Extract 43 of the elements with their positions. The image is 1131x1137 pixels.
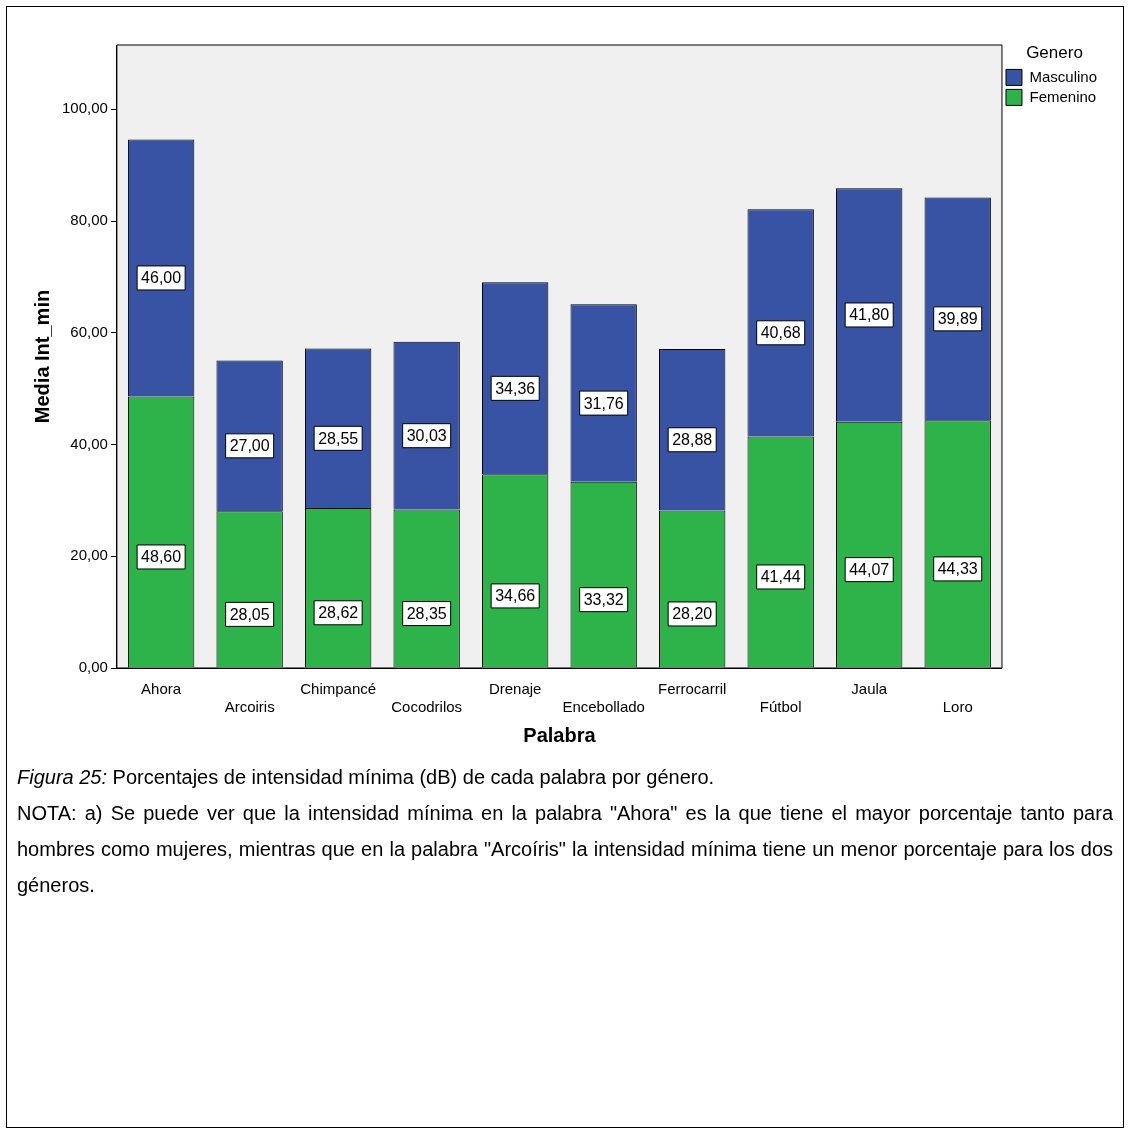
x-tick-label: Encebollado (562, 698, 645, 716)
data-label: 48,60 (141, 548, 182, 566)
y-tick-label: 60,00 (70, 322, 108, 340)
data-label: 46,00 (141, 269, 182, 287)
x-tick-label: Jaula (851, 680, 888, 698)
data-label: 28,35 (406, 604, 447, 622)
data-label: 28,55 (318, 429, 359, 447)
data-label: 34,36 (495, 379, 536, 397)
data-label: 44,07 (849, 561, 890, 579)
y-tick-label: 100,00 (61, 99, 108, 117)
text: NOTA: a) Se puede ver que la intensidad mínima en la palabra "Ahora" es la que tiene el mayor porcentaje tanto para hombres como mujeres, mientras que en la palabra "Arcoíris" la intensidad mínima tiene un menor porcentaje para los dos géneros. (17, 801, 1113, 898)
x-tick-label: Fútbol (759, 698, 802, 716)
data-label: 31,76 (583, 394, 624, 412)
x-tick-label: Loro (942, 698, 973, 716)
x-tick-label: Drenaje (488, 680, 542, 698)
x-tick-label: Ahora (141, 680, 182, 698)
data-label: 33,32 (583, 591, 624, 609)
text: Figura 25: Porcentajes de intensidad mínima (dB) de cada palabra por género. (17, 765, 716, 790)
data-label: 41,44 (760, 568, 801, 586)
y-tick-label: 0,00 (78, 658, 108, 676)
data-label: 28,20 (672, 605, 713, 623)
x-tick-label: Chimpancé (300, 680, 377, 698)
y-axis-title: Media Int_min (30, 289, 53, 424)
x-tick-label: Ferrocarril (658, 680, 727, 698)
legend-label: Femenino (1029, 87, 1097, 105)
data-label: 28,88 (672, 431, 713, 449)
data-label: 28,62 (318, 604, 359, 622)
data-label: 30,03 (406, 427, 447, 445)
y-tick-label: 40,00 (70, 434, 108, 452)
data-label: 34,66 (495, 587, 536, 605)
data-label: 39,89 (937, 310, 978, 328)
legend-title: Genero (1026, 43, 1083, 63)
x-tick-label: Arcoiris (224, 698, 275, 716)
y-tick-label: 20,00 (70, 546, 108, 564)
x-axis-title: Palabra (523, 723, 597, 746)
data-label: 28,05 (229, 605, 270, 623)
y-tick-label: 80,00 (70, 211, 108, 229)
legend-label: Masculino (1029, 67, 1097, 85)
data-label: 27,00 (229, 437, 270, 455)
data-label: 44,33 (937, 560, 978, 578)
data-label: 40,68 (760, 324, 801, 342)
data-label: 41,80 (849, 306, 890, 324)
x-tick-label: Cocodrilos (391, 698, 463, 716)
